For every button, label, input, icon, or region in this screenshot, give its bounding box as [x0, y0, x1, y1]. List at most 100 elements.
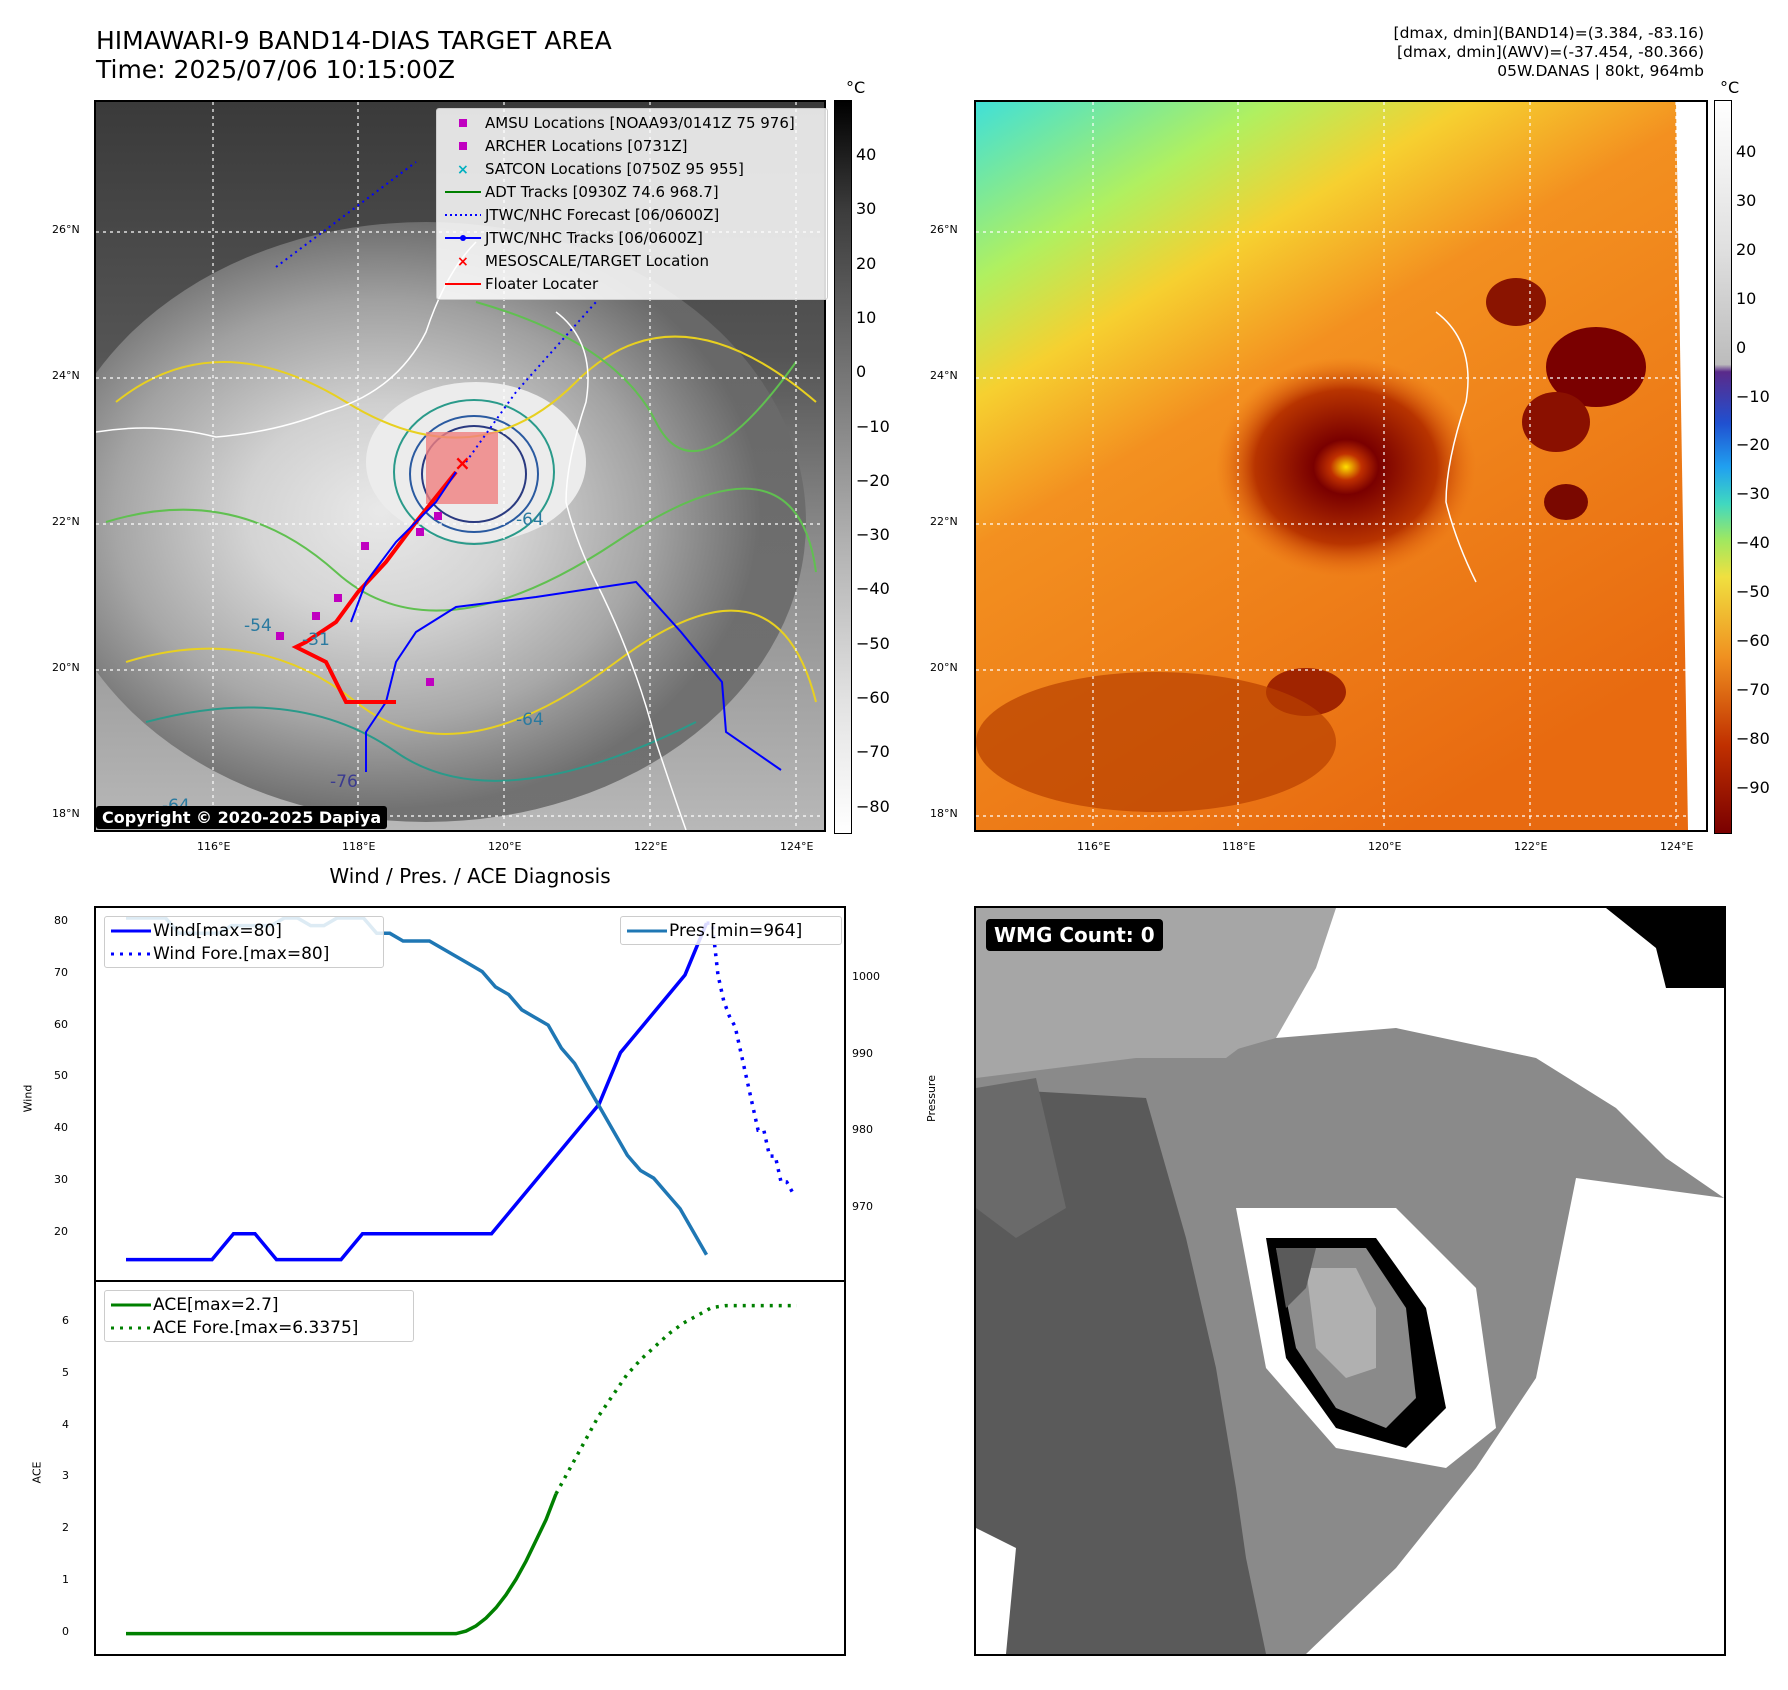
stats-block: [dmax, dmin](BAND14)=(3.384, -83.16) [dm… — [1394, 24, 1704, 81]
colorbar-tick: −60 — [1736, 631, 1770, 650]
diagnosis-title: Wind / Pres. / ACE Diagnosis — [94, 864, 846, 888]
ace-forecast-line — [556, 1306, 797, 1494]
lat-tick-label: 24°N — [52, 369, 80, 382]
legend-label: MESOSCALE/TARGET Location — [485, 252, 709, 270]
legend-label: ACE[max=2.7] — [153, 1295, 279, 1315]
lat-tick-label: 20°N — [52, 661, 80, 674]
lon-tick-label: 118°E — [342, 840, 375, 853]
colorbar-tick: 0 — [856, 362, 866, 381]
legend-marker — [441, 138, 485, 154]
pressure-axis-label: Pressure — [925, 1075, 938, 1122]
svg-text:×: × — [457, 254, 469, 269]
ace-tick-label: 2 — [62, 1521, 69, 1534]
lon-tick-label: 124°E — [780, 840, 813, 853]
legend-marker — [441, 115, 485, 131]
colorbar-tick: 30 — [1736, 191, 1756, 210]
legend-label: ADT Tracks [0930Z 74.6 968.7] — [485, 183, 719, 201]
awv-map-image — [976, 102, 1706, 830]
legend-label: ACE Fore.[max=6.3375] — [153, 1318, 358, 1338]
wmg-panel — [974, 906, 1726, 1656]
legend-item: JTWC/NHC Tracks [06/0600Z] — [441, 226, 823, 249]
figure-title: HIMAWARI-9 BAND14-DIAS TARGET AREA Time:… — [96, 26, 612, 84]
legend-item: Wind Fore.[max=80] — [109, 942, 379, 965]
ace-series-line — [126, 1494, 556, 1634]
lat-tick-label: 26°N — [930, 223, 958, 236]
legend-label: Pres.[min=964] — [669, 921, 802, 941]
lat-tick-label: 18°N — [52, 807, 80, 820]
svg-text:×: × — [457, 162, 469, 177]
legend-label: ARCHER Locations [0731Z] — [485, 137, 688, 155]
lon-tick-label: 120°E — [488, 840, 521, 853]
colorbar-tick: −90 — [1736, 778, 1770, 797]
legend-marker — [441, 276, 485, 292]
pressure-legend: Pres.[min=964] — [620, 916, 842, 945]
pressure-tick-label: 1000 — [852, 970, 880, 983]
lon-tick-label: 120°E — [1368, 840, 1401, 853]
contour-label: -31 — [302, 630, 330, 650]
wind-tick-label: 50 — [54, 1069, 68, 1082]
stats-line-1: [dmax, dmin](BAND14)=(3.384, -83.16) — [1394, 24, 1704, 43]
lat-tick-label: 20°N — [930, 661, 958, 674]
map-legend: AMSU Locations [NOAA93/0141Z 75 976] ARCH… — [436, 108, 828, 300]
legend-label: JTWC/NHC Tracks [06/0600Z] — [485, 229, 703, 247]
wmg-count-badge: WMG Count: 0 — [986, 919, 1163, 951]
stats-line-2: [dmax, dmin](AWV)=(-37.454, -80.366) — [1394, 43, 1704, 62]
ace-tick-label: 5 — [62, 1366, 69, 1379]
lat-tick-label: 18°N — [930, 807, 958, 820]
lat-tick-label: 22°N — [52, 515, 80, 528]
wmg-image — [976, 908, 1724, 1654]
lon-tick-label: 124°E — [1660, 840, 1693, 853]
ace-tick-label: 1 — [62, 1573, 69, 1586]
colorbar-tick: −40 — [1736, 533, 1770, 552]
legend-label: SATCON Locations [0750Z 95 955] — [485, 160, 744, 178]
colorbar-tick: −80 — [856, 797, 890, 816]
wind-pressure-chart: Wind[max=80] Wind Fore.[max=80] Pres.[mi… — [94, 906, 846, 1282]
colorbar-tick: −30 — [856, 525, 890, 544]
legend-marker: × — [441, 161, 485, 177]
ace-tick-label: 0 — [62, 1625, 69, 1638]
pressure-tick-label: 990 — [852, 1047, 873, 1060]
colorbar-left-unit: °C — [846, 78, 865, 97]
legend-label: JTWC/NHC Forecast [06/0600Z] — [485, 206, 719, 224]
legend-label: Wind Fore.[max=80] — [153, 944, 329, 964]
colorbar-tick: 40 — [856, 145, 876, 164]
legend-item: × SATCON Locations [0750Z 95 955] — [441, 157, 823, 180]
pressure-series-line — [126, 918, 707, 1255]
legend-item: Floater Locater — [441, 272, 823, 295]
copyright-badge: Copyright © 2020-2025 Dapiya — [96, 806, 387, 829]
lon-tick-label: 122°E — [1514, 840, 1547, 853]
legend-marker — [441, 230, 485, 246]
legend-item: JTWC/NHC Forecast [06/0600Z] — [441, 203, 823, 226]
lon-tick-label: 116°E — [197, 840, 230, 853]
legend-item: ACE[max=2.7] — [109, 1293, 409, 1316]
colorbar-tick: 20 — [856, 254, 876, 273]
legend-item: AMSU Locations [NOAA93/0141Z 75 976] — [441, 111, 823, 134]
colorbar-tick: 10 — [856, 308, 876, 327]
lat-tick-label: 26°N — [52, 223, 80, 236]
colorbar-right-unit: °C — [1720, 78, 1739, 97]
ace-chart: ACE[max=2.7] ACE Fore.[max=6.3375] — [94, 1280, 846, 1656]
legend-marker: × — [441, 253, 485, 269]
ace-tick-label: 3 — [62, 1469, 69, 1482]
legend-item: ADT Tracks [0930Z 74.6 968.7] — [441, 180, 823, 203]
ace-legend: ACE[max=2.7] ACE Fore.[max=6.3375] — [104, 1290, 414, 1342]
wind-tick-label: 20 — [54, 1225, 68, 1238]
title-line-1: HIMAWARI-9 BAND14-DIAS TARGET AREA — [96, 26, 612, 55]
colorbar-tick: −30 — [1736, 484, 1770, 503]
legend-label: Wind[max=80] — [153, 921, 282, 941]
contour-label: -64 — [516, 710, 544, 730]
colorbar-tick: −70 — [1736, 680, 1770, 699]
legend-marker — [441, 184, 485, 200]
wind-forecast-line — [707, 923, 793, 1192]
lon-tick-label: 116°E — [1077, 840, 1110, 853]
colorbar-tick: 0 — [1736, 338, 1746, 357]
awv-map-panel — [974, 100, 1708, 832]
wind-axis-label: Wind — [21, 1085, 34, 1113]
pressure-tick-label: 980 — [852, 1123, 873, 1136]
wind-tick-label: 40 — [54, 1121, 68, 1134]
colorbar-tick: −70 — [856, 742, 890, 761]
colorbar-tick: 20 — [1736, 240, 1756, 259]
colorbar-tick: −80 — [1736, 729, 1770, 748]
contour-label: -54 — [244, 616, 272, 636]
colorbar-tick: 30 — [856, 199, 876, 218]
